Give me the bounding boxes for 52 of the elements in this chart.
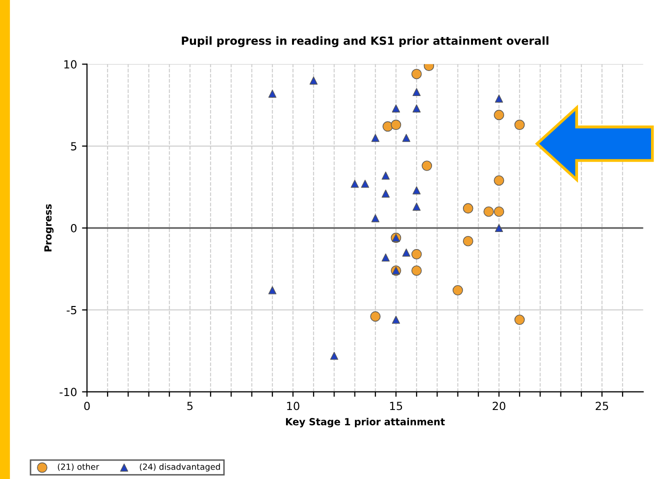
point — [494, 224, 504, 232]
point — [350, 180, 359, 188]
y-tick-label: 10 — [64, 60, 77, 69]
point — [462, 203, 474, 214]
point — [412, 202, 421, 211]
chart-title: Pupil progress in reading and KS1 prior attainment overall — [182, 36, 548, 48]
y-tick-label: 5 — [71, 142, 76, 150]
point — [484, 206, 494, 217]
point — [268, 90, 276, 98]
point — [514, 120, 525, 130]
x-tick-label: 25 — [596, 402, 608, 410]
point — [390, 120, 402, 130]
x-tick-label: 10 — [287, 402, 300, 410]
point — [382, 190, 390, 198]
point — [412, 104, 421, 112]
y-tick-label: -5 — [66, 306, 76, 314]
point — [310, 76, 318, 85]
point — [402, 248, 410, 257]
x-tick-label: 15 — [390, 402, 402, 410]
point — [494, 94, 504, 103]
point — [494, 206, 504, 217]
point — [494, 175, 504, 186]
point — [382, 172, 390, 180]
legend-label: (24) disadvantaged — [140, 463, 220, 472]
point — [411, 265, 422, 276]
point — [411, 68, 422, 80]
y-tick-label: 0 — [70, 224, 77, 232]
y-axis-title: Progress — [44, 204, 54, 252]
point — [361, 180, 370, 188]
point — [412, 88, 421, 96]
x-tick-label: 20 — [492, 402, 506, 410]
point — [422, 160, 432, 171]
point — [392, 104, 400, 112]
point — [370, 311, 381, 322]
point — [392, 316, 400, 324]
point — [412, 186, 421, 194]
point — [371, 214, 380, 222]
point — [411, 249, 422, 260]
x-axis-title: Key Stage 1 prior attainment — [286, 418, 445, 428]
point — [494, 110, 504, 120]
x-tick-label: 0 — [84, 402, 90, 410]
point — [462, 236, 474, 246]
x-tick-label: 5 — [187, 402, 193, 410]
point — [452, 285, 463, 296]
point — [268, 286, 276, 294]
point — [514, 314, 525, 325]
point — [330, 352, 338, 360]
point — [402, 134, 410, 142]
point — [382, 253, 390, 262]
y-tick-label: -10 — [60, 388, 77, 396]
legend-label: (21) other — [58, 463, 100, 471]
point — [371, 134, 380, 142]
